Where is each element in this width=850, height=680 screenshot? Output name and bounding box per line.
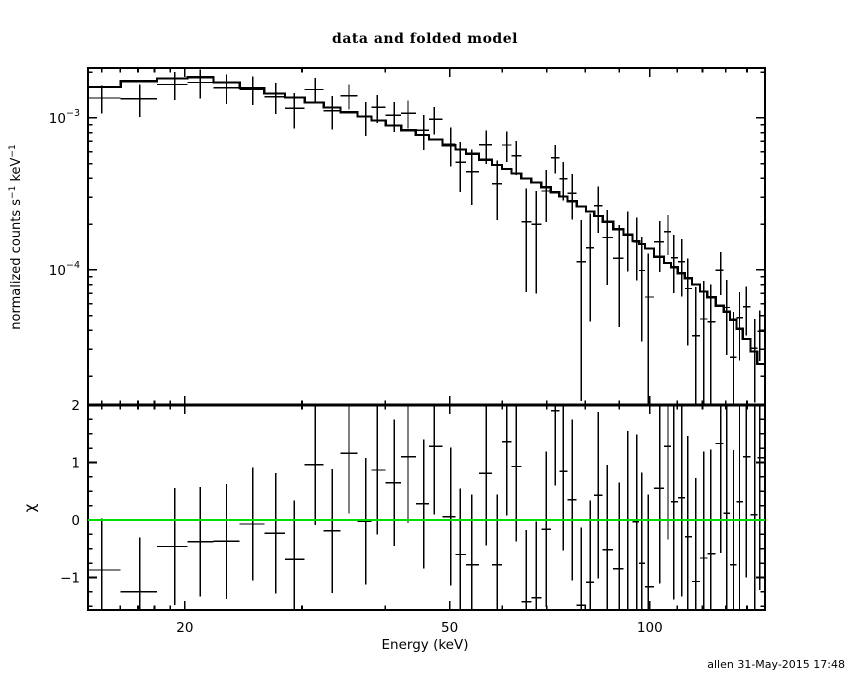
chi-panel-frame [87,404,766,611]
chi-tick-label: 2 [71,398,80,414]
chi-tick-label: 1 [71,456,80,472]
x-axis-title: Energy (keV) [381,637,469,653]
timestamp-label: allen 31-May-2015 17:48 [707,658,845,671]
chi-tick-label: −1 [60,571,80,587]
x-tick-label: 100 [637,620,663,636]
spectrum-data-points [88,69,765,405]
tick-labels: 20 50 100 10−3 10−4 2 1 0 −1 [49,108,663,636]
plot-title: data and folded model [332,31,518,47]
x-tick-label: 20 [176,620,193,636]
model-histogram [88,76,765,366]
chi-tick-label: 0 [71,513,80,529]
chi-residual-points [88,405,765,610]
x-tick-label: 50 [441,620,458,636]
y-tick-label: 10−3 [49,108,80,127]
main-panel-frame [87,67,766,406]
model-step-line [88,76,765,366]
panel-frames [87,67,766,611]
y-tick-label: 10−4 [49,260,80,279]
axis-ticks [88,68,765,610]
